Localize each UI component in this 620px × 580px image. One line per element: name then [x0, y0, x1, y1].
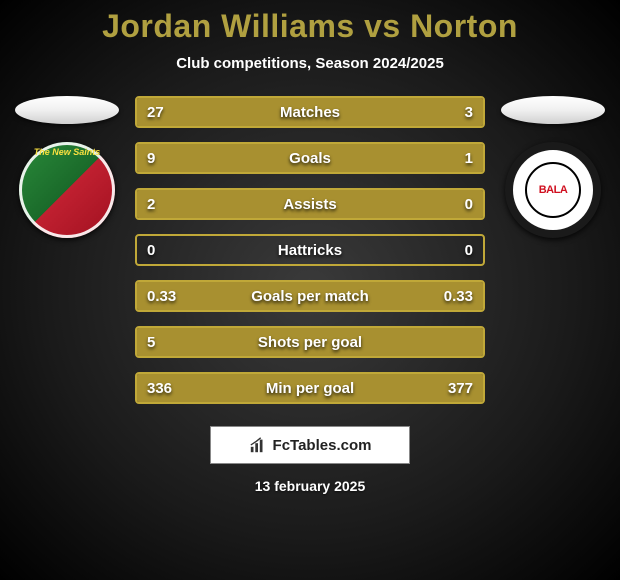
stat-label: Hattricks	[278, 242, 342, 259]
stat-label: Matches	[280, 104, 340, 121]
stat-row: 336 Min per goal 377	[135, 372, 485, 404]
infographic-container: Jordan Williams vs Norton Club competiti…	[0, 0, 620, 494]
stat-label: Assists	[283, 196, 336, 213]
stat-value-right: 0	[455, 236, 483, 264]
stat-value-right: 3	[455, 98, 483, 126]
stat-row: 27 Matches 3	[135, 96, 485, 128]
player-avatar-right	[501, 96, 605, 124]
club-badge-left	[19, 142, 115, 238]
stat-value-right	[463, 328, 483, 356]
stat-label: Goals per match	[251, 288, 369, 305]
stat-value-left: 336	[137, 374, 182, 402]
title-player2: Norton	[410, 8, 518, 44]
player-avatar-left	[15, 96, 119, 124]
stat-row: 2 Assists 0	[135, 188, 485, 220]
stat-value-left: 2	[137, 190, 165, 218]
stat-value-left: 0	[137, 236, 165, 264]
stat-label: Min per goal	[266, 380, 354, 397]
title-vs: vs	[364, 8, 401, 44]
stat-row: 5 Shots per goal	[135, 326, 485, 358]
title-player1: Jordan Williams	[102, 8, 355, 44]
club-badge-right-text: BALA	[525, 162, 581, 218]
stat-value-right: 377	[438, 374, 483, 402]
right-side: BALA	[493, 96, 613, 238]
footer-date: 13 february 2025	[255, 478, 366, 494]
footer-site: FcTables.com	[273, 437, 372, 454]
stat-value-left: 27	[137, 98, 174, 126]
stat-value-left: 5	[137, 328, 165, 356]
main-row: 27 Matches 3 9 Goals 1 2 Assists 0 0 Hattricks 0 0.3…	[0, 96, 620, 404]
subtitle: Club competitions, Season 2024/2025	[176, 55, 444, 72]
club-badge-right: BALA	[505, 142, 601, 238]
stat-label: Shots per goal	[258, 334, 362, 351]
stat-value-right: 1	[455, 144, 483, 172]
stat-row: 9 Goals 1	[135, 142, 485, 174]
left-side	[7, 96, 127, 238]
stat-label: Goals	[289, 150, 331, 167]
page-title: Jordan Williams vs Norton	[102, 8, 518, 45]
chart-icon	[249, 436, 267, 454]
stat-value-right: 0	[455, 190, 483, 218]
stat-value-left: 0.33	[137, 282, 186, 310]
stat-value-right: 0.33	[434, 282, 483, 310]
stat-row: 0 Hattricks 0	[135, 234, 485, 266]
footer-attribution: FcTables.com	[210, 426, 410, 464]
stat-value-left: 9	[137, 144, 165, 172]
stat-row: 0.33 Goals per match 0.33	[135, 280, 485, 312]
stats-panel: 27 Matches 3 9 Goals 1 2 Assists 0 0 Hattricks 0 0.3…	[135, 96, 485, 404]
